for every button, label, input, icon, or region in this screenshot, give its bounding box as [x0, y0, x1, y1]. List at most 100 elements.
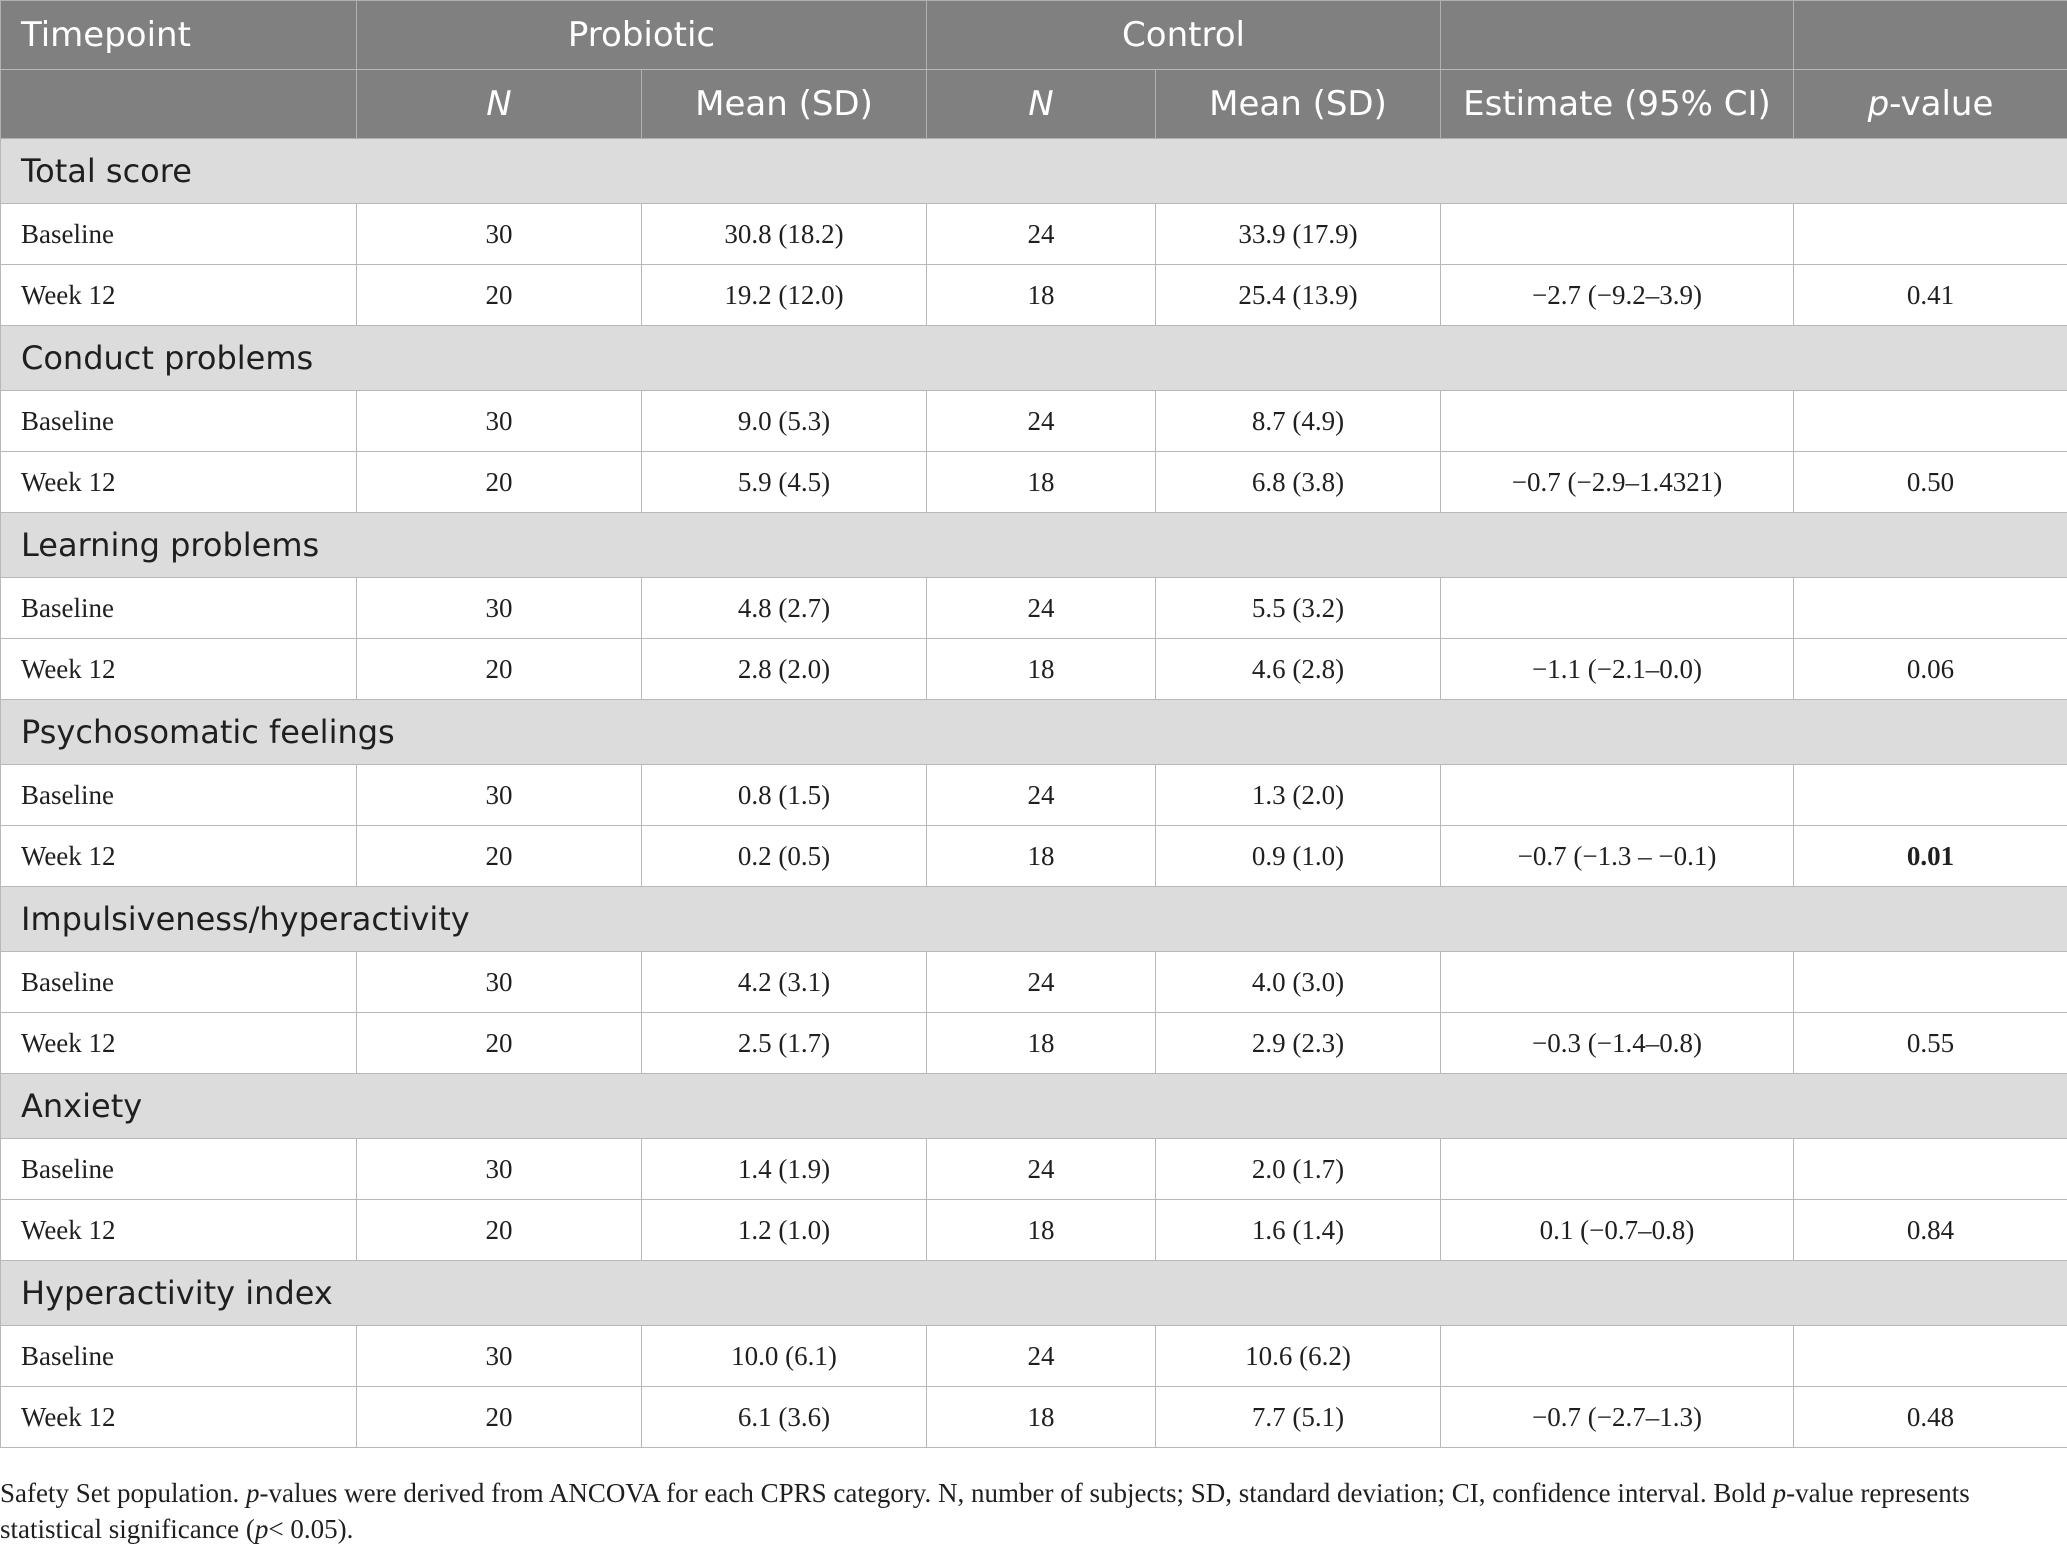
- cell-estimate: [1440, 1138, 1794, 1200]
- cell-control-mean: 4.0 (3.0): [1155, 951, 1441, 1013]
- footnote-part1: Safety Set population.: [0, 1478, 246, 1508]
- cell-control-mean: 8.7 (4.9): [1155, 390, 1441, 452]
- cell-control-mean: 2.0 (1.7): [1155, 1138, 1441, 1200]
- header-control-n: N: [926, 69, 1156, 139]
- header-probiotic-n-label: N: [486, 84, 512, 124]
- section-row: Hyperactivity index: [0, 1260, 2067, 1326]
- cell-control-n: 18: [926, 264, 1156, 326]
- table-row: Baseline 30 30.8 (18.2) 24 33.9 (17.9): [0, 203, 2067, 265]
- cell-control-mean: 25.4 (13.9): [1155, 264, 1441, 326]
- section-row: Learning problems: [0, 512, 2067, 578]
- cell-probiotic-n: 20: [356, 1199, 642, 1261]
- section-title: Anxiety: [0, 1073, 2067, 1139]
- cell-control-mean: 1.3 (2.0): [1155, 764, 1441, 826]
- cell-control-n: 24: [926, 1325, 1156, 1387]
- header-probiotic-mean: Mean (SD): [641, 69, 927, 139]
- header-blank-timepoint: [0, 69, 357, 139]
- section-row: Total score: [0, 138, 2067, 204]
- cell-p-value: [1793, 203, 2067, 265]
- section-title: Impulsiveness/hyperactivity: [0, 886, 2067, 952]
- cell-probiotic-mean: 30.8 (18.2): [641, 203, 927, 265]
- footnote-part4: < 0.05).: [268, 1514, 354, 1544]
- cell-p-value: [1793, 577, 2067, 639]
- footnote-part3: -value represents statistical significan…: [0, 1478, 1970, 1544]
- cell-control-mean: 6.8 (3.8): [1155, 451, 1441, 513]
- header-control-n-label: N: [1028, 84, 1054, 124]
- cell-timepoint: Baseline: [0, 1138, 357, 1200]
- footnote-p3: p: [254, 1514, 269, 1544]
- cell-probiotic-n: 20: [356, 264, 642, 326]
- cell-control-n: 18: [926, 1012, 1156, 1074]
- table-header: Timepoint Probiotic Control N Mean (SD) …: [0, 0, 2067, 139]
- table-row: Baseline 30 9.0 (5.3) 24 8.7 (4.9): [0, 390, 2067, 452]
- cell-probiotic-mean: 0.8 (1.5): [641, 764, 927, 826]
- cell-control-mean: 1.6 (1.4): [1155, 1199, 1441, 1261]
- cell-probiotic-mean: 0.2 (0.5): [641, 825, 927, 887]
- cell-probiotic-mean: 10.0 (6.1): [641, 1325, 927, 1387]
- cell-timepoint: Baseline: [0, 390, 357, 452]
- table-row: Week 12 20 2.8 (2.0) 18 4.6 (2.8) −1.1 (−2.1–…: [0, 638, 2067, 700]
- section-title: Learning problems: [0, 512, 2067, 578]
- cell-control-n: 18: [926, 638, 1156, 700]
- cell-probiotic-n: 30: [356, 951, 642, 1013]
- header-control-mean: Mean (SD): [1155, 69, 1441, 139]
- table-row: Baseline 30 10.0 (6.1) 24 10.6 (6.2): [0, 1325, 2067, 1387]
- cell-timepoint: Baseline: [0, 1325, 357, 1387]
- cell-estimate: −1.1 (−2.1–0.0): [1440, 638, 1794, 700]
- cell-control-mean: 7.7 (5.1): [1155, 1386, 1441, 1448]
- cell-control-mean: 0.9 (1.0): [1155, 825, 1441, 887]
- table-footnote: Safety Set population. p-values were der…: [0, 1475, 2060, 1547]
- cell-probiotic-n: 20: [356, 825, 642, 887]
- cell-control-n: 24: [926, 764, 1156, 826]
- cell-timepoint: Week 12: [0, 264, 357, 326]
- cell-probiotic-mean: 1.4 (1.9): [641, 1138, 927, 1200]
- cell-estimate: 0.1 (−0.7–0.8): [1440, 1199, 1794, 1261]
- section-row: Conduct problems: [0, 325, 2067, 391]
- cell-probiotic-n: 20: [356, 451, 642, 513]
- cell-p-value: [1793, 1325, 2067, 1387]
- cell-probiotic-n: 30: [356, 1138, 642, 1200]
- cell-control-n: 24: [926, 203, 1156, 265]
- cell-p-value: 0.06: [1793, 638, 2067, 700]
- cell-probiotic-mean: 19.2 (12.0): [641, 264, 927, 326]
- header-pvalue: p-value: [1793, 69, 2067, 139]
- cell-probiotic-n: 30: [356, 577, 642, 639]
- table-row: Baseline 30 4.8 (2.7) 24 5.5 (3.2): [0, 577, 2067, 639]
- cell-estimate: [1440, 1325, 1794, 1387]
- cell-probiotic-mean: 5.9 (4.5): [641, 451, 927, 513]
- section-title: Hyperactivity index: [0, 1260, 2067, 1326]
- table-row: Week 12 20 19.2 (12.0) 18 25.4 (13.9) −2.7 (−…: [0, 264, 2067, 326]
- cell-control-n: 18: [926, 1199, 1156, 1261]
- footnote-p1: p: [245, 1478, 260, 1508]
- cell-probiotic-mean: 9.0 (5.3): [641, 390, 927, 452]
- cell-estimate: [1440, 203, 1794, 265]
- header-blank-pvalue: [1793, 0, 2067, 70]
- cell-p-value: [1793, 951, 2067, 1013]
- cell-probiotic-mean: 1.2 (1.0): [641, 1199, 927, 1261]
- table-body: Total score Baseline 30 30.8 (18.2) 24 33.9 (…: [0, 138, 2067, 1448]
- section-title: Conduct problems: [0, 325, 2067, 391]
- cell-timepoint: Baseline: [0, 577, 357, 639]
- header-pvalue-suffix: -value: [1889, 84, 1994, 124]
- cell-estimate: [1440, 951, 1794, 1013]
- cell-estimate: −0.7 (−2.7–1.3): [1440, 1386, 1794, 1448]
- results-table: Timepoint Probiotic Control N Mean (SD) …: [0, 0, 2067, 1448]
- header-blank-estimate: [1440, 0, 1794, 70]
- cell-probiotic-mean: 2.8 (2.0): [641, 638, 927, 700]
- table-row: Baseline 30 4.2 (3.1) 24 4.0 (3.0): [0, 951, 2067, 1013]
- cell-control-n: 24: [926, 951, 1156, 1013]
- header-timepoint: Timepoint: [0, 0, 357, 70]
- cell-probiotic-n: 30: [356, 764, 642, 826]
- cell-p-value: 0.01: [1793, 825, 2067, 887]
- cell-control-n: 18: [926, 825, 1156, 887]
- cell-probiotic-n: 20: [356, 1012, 642, 1074]
- cell-probiotic-n: 20: [356, 638, 642, 700]
- table-row: Week 12 20 1.2 (1.0) 18 1.6 (1.4) 0.1 (−0.7–0…: [0, 1199, 2067, 1261]
- cell-p-value: 0.50: [1793, 451, 2067, 513]
- cell-p-value: [1793, 1138, 2067, 1200]
- section-title: Psychosomatic feelings: [0, 699, 2067, 765]
- cell-control-n: 24: [926, 390, 1156, 452]
- table-row: Week 12 20 0.2 (0.5) 18 0.9 (1.0) −0.7 (−1.3 …: [0, 825, 2067, 887]
- table-row: Baseline 30 1.4 (1.9) 24 2.0 (1.7): [0, 1138, 2067, 1200]
- cell-estimate: −0.3 (−1.4–0.8): [1440, 1012, 1794, 1074]
